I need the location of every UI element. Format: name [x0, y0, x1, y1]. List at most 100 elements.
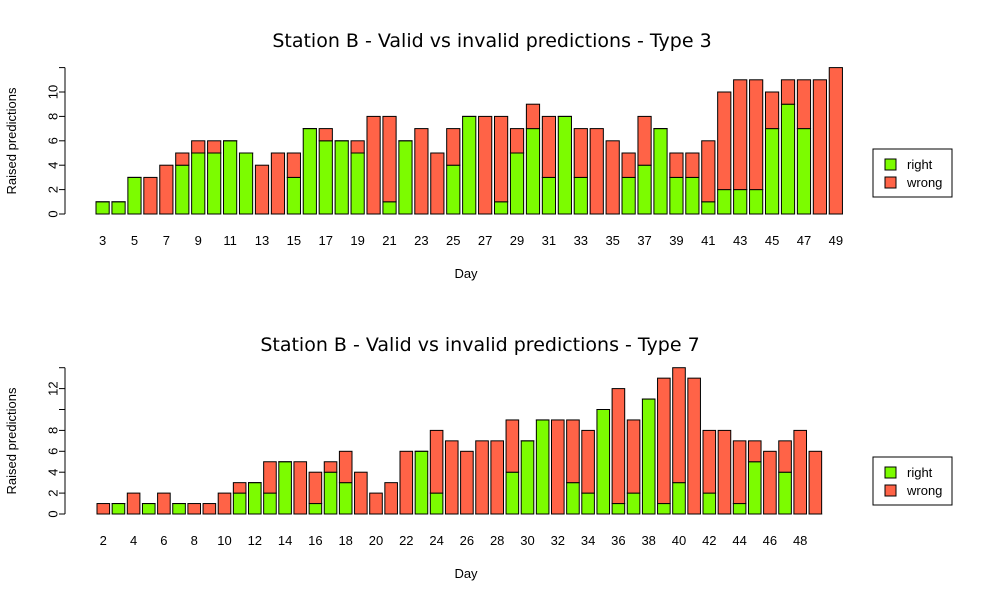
y-tick-label: 4 [45, 469, 60, 476]
y-tick-label: 2 [45, 186, 60, 193]
bar-wrong [286, 152, 301, 178]
x-tick-label: 42 [702, 533, 716, 548]
x-tick-label: 48 [793, 533, 807, 548]
legend-swatch-right [884, 158, 897, 171]
bar-wrong [581, 429, 595, 494]
bar-wrong [702, 429, 717, 494]
bar-wrong [808, 450, 823, 515]
bar-wrong [270, 152, 286, 215]
x-tick-label: 30 [520, 533, 534, 548]
bar-wrong [747, 440, 762, 463]
bar-right [338, 482, 353, 515]
x-axis-label: Day [454, 566, 478, 581]
x-tick-label: 12 [248, 533, 262, 548]
bar-right [596, 409, 611, 515]
bar-wrong [366, 115, 381, 215]
x-tick-label: 26 [460, 533, 474, 548]
bar-right [111, 503, 126, 515]
bar-wrong [749, 79, 764, 191]
bar-wrong [685, 152, 700, 178]
bar-right [611, 503, 626, 515]
bar-right [141, 503, 156, 515]
bar-right [323, 471, 338, 515]
x-tick-label: 41 [701, 233, 715, 248]
x-tick-label: 11 [223, 233, 237, 248]
panel-type-3: Station B - Valid vs invalid predictions… [4, 30, 953, 281]
bar-wrong [669, 152, 684, 178]
bar-wrong [157, 492, 171, 515]
bar-right [263, 492, 277, 515]
bar-wrong [717, 429, 732, 515]
bar-wrong [764, 91, 780, 130]
bar-wrong [475, 440, 489, 515]
bar-wrong [611, 388, 626, 505]
bar-wrong [505, 419, 520, 473]
bar-right [653, 128, 668, 215]
bar-wrong [175, 152, 190, 166]
bar-wrong [308, 471, 323, 505]
bar-right [685, 176, 700, 215]
bar-right [747, 461, 762, 515]
x-axis-label: Day [454, 266, 478, 281]
bar-right [302, 128, 317, 215]
panel-type-7: Station B - Valid vs invalid predictions… [4, 334, 953, 581]
y-tick-label: 4 [45, 162, 60, 169]
x-tick-label: 44 [732, 533, 746, 548]
bar-wrong [733, 79, 748, 191]
x-tick-label: 45 [765, 233, 779, 248]
bar-wrong [429, 429, 444, 494]
bar-right [733, 189, 748, 215]
bar-right [509, 152, 525, 215]
bar-wrong [589, 128, 604, 215]
bar-wrong [780, 79, 796, 105]
x-tick-label: 23 [414, 233, 428, 248]
bar-right [414, 450, 429, 515]
bar-wrong [430, 152, 445, 215]
chart-title: Station B - Valid vs invalid predictions… [272, 30, 711, 52]
x-tick-label: 37 [637, 233, 651, 248]
legend-swatch-right [884, 466, 897, 479]
chart-title: Station B - Valid vs invalid predictions… [260, 334, 699, 356]
bar-wrong [217, 492, 232, 515]
x-tick-label: 14 [278, 533, 292, 548]
bar-right [175, 164, 190, 215]
y-tick-label: 6 [45, 448, 60, 455]
x-tick-label: 22 [399, 533, 413, 548]
bar-wrong [354, 471, 368, 515]
bar-wrong [263, 461, 277, 494]
bar-wrong [621, 152, 636, 178]
legend: right wrong [872, 148, 953, 198]
bar-right [780, 103, 796, 215]
x-tick-label: 24 [429, 533, 443, 548]
bar-right [573, 176, 588, 215]
y-tick-label: 8 [45, 427, 60, 434]
bar-right [278, 461, 292, 515]
legend: right wrong [872, 456, 953, 506]
bar-right [127, 176, 142, 215]
bar-right [541, 176, 557, 215]
bar-right [557, 115, 572, 215]
x-tick-label: 43 [733, 233, 747, 248]
x-tick-label: 8 [191, 533, 198, 548]
bar-right [238, 152, 254, 215]
bar-right [535, 419, 550, 515]
x-tick-label: 7 [163, 233, 170, 248]
bar-wrong [687, 377, 701, 515]
bar-right [318, 140, 333, 215]
bar-right [232, 492, 247, 515]
bar-right [778, 471, 792, 515]
legend-label-right: right [907, 157, 933, 172]
bar-wrong [232, 482, 247, 494]
bar-wrong [207, 140, 222, 154]
bar-right [398, 140, 413, 215]
x-tick-label: 25 [446, 233, 460, 248]
bar-wrong [626, 419, 641, 494]
bar-right [717, 189, 732, 215]
bar-wrong [657, 377, 671, 505]
bar-wrong [350, 140, 365, 154]
bar-wrong [318, 128, 333, 142]
y-tick-label: 6 [45, 137, 60, 144]
